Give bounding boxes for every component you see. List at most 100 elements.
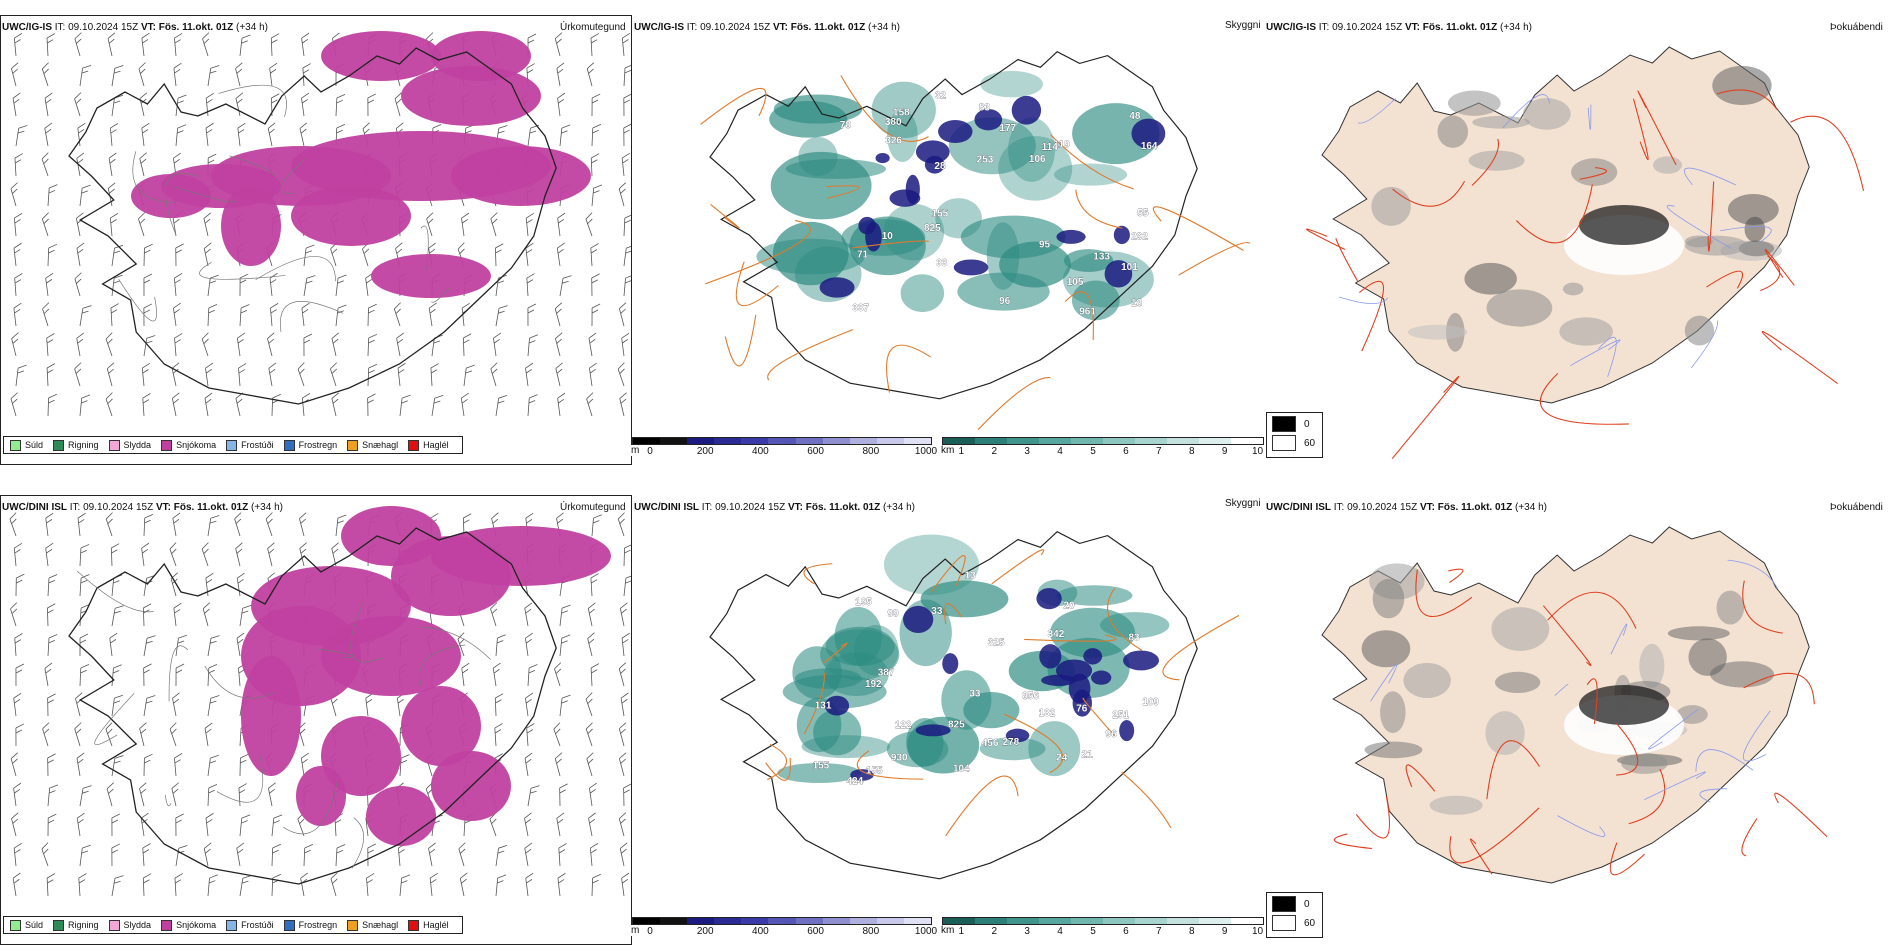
legend-item: Snjókoma [161, 919, 216, 931]
wind-barb [492, 662, 501, 687]
scale-tick: 10 [1251, 446, 1264, 457]
wind-barb [362, 242, 370, 267]
road-line [822, 642, 848, 664]
visibility-area [986, 222, 1020, 290]
wind-barb [462, 333, 472, 357]
wind-barb [111, 755, 124, 777]
fog-area [1494, 671, 1541, 694]
wind-barb [271, 393, 281, 417]
cloudbase-scale-top: m 0 200 400 600 800 1000 [631, 437, 937, 457]
wind-barb [235, 542, 243, 567]
fog-panel-bottom [1264, 495, 1900, 945]
road-line [164, 173, 201, 235]
snow-area [296, 766, 346, 826]
fog-area [1684, 315, 1715, 346]
fog-area [1464, 262, 1517, 295]
wind-barb [267, 332, 275, 357]
road-line [351, 817, 365, 869]
wind-barb [76, 242, 85, 267]
road-line [852, 240, 929, 249]
cloudbase-value-label: 253 [977, 154, 994, 165]
wind-barb [13, 213, 23, 237]
wind-barb [47, 753, 56, 777]
wind-barb [429, 872, 438, 897]
road-line [1743, 672, 1815, 705]
wind-barb [139, 722, 147, 747]
legend-swatch [161, 439, 173, 451]
scale-unit: km [941, 925, 955, 936]
river-line [1587, 104, 1592, 130]
wind-barb [559, 124, 571, 147]
visibility-area [1071, 280, 1120, 321]
road-line [1628, 768, 1666, 825]
wind-barb [207, 274, 219, 297]
road-line [945, 775, 1019, 837]
cloudbase-value-label: 133 [1093, 251, 1110, 262]
river-line [1554, 683, 1569, 696]
road-line [1742, 580, 1783, 634]
wind-barb [366, 873, 375, 897]
wind-barb [175, 243, 184, 267]
wind-barb [143, 243, 153, 267]
visibility-area [887, 109, 918, 163]
wind-barb [236, 632, 245, 657]
scale-tick: 5 [1090, 446, 1096, 457]
wind-barb [79, 394, 91, 417]
wind-barb [105, 332, 113, 357]
wind-barb [586, 752, 594, 777]
legend-item: Snjókoma [161, 439, 216, 451]
fog-area [1738, 240, 1775, 257]
fog-legend-swatch [1272, 435, 1296, 451]
legend-label: Slydda [123, 920, 152, 930]
cloudbase-area [819, 277, 855, 298]
wind-barb [109, 632, 118, 657]
river-line [1690, 320, 1718, 369]
wind-barb [617, 512, 625, 537]
wind-barb [527, 124, 540, 147]
wind-barb [367, 393, 376, 417]
road-line [1162, 614, 1240, 681]
road-line [199, 262, 286, 280]
legend-swatch [10, 919, 21, 931]
wind-barb [301, 393, 311, 417]
road-line [1632, 98, 1649, 161]
wind-barb [399, 874, 411, 897]
wind-barb [618, 302, 627, 327]
wind-barb [239, 304, 250, 327]
wind-barb [207, 664, 218, 687]
cloudbase-area [1113, 225, 1130, 245]
wind-barb [588, 332, 597, 357]
road-line [991, 549, 1045, 585]
road-line [216, 752, 264, 803]
wind-barb [270, 33, 280, 57]
wind-barb [42, 302, 50, 327]
wind-barb [367, 303, 377, 327]
wind-barb [301, 302, 310, 327]
fog-map [1306, 46, 1865, 459]
road-line [1449, 807, 1540, 864]
wind-barb [397, 843, 407, 867]
cloudbase-value-label: 105 [1067, 277, 1084, 288]
cloudbase-value-label: 337 [852, 303, 869, 314]
road-line [1542, 605, 1592, 667]
wind-barb [270, 303, 279, 327]
wind-barb [174, 873, 183, 897]
wind-barb [15, 364, 27, 387]
road-line [767, 329, 854, 381]
cloudbase-value-label: 33 [936, 258, 948, 269]
wind-barb [585, 692, 593, 717]
visibility-area [871, 81, 936, 139]
legend-swatch [347, 919, 359, 931]
wind-barb [79, 64, 92, 87]
wind-barb [74, 32, 82, 57]
wind-barb [106, 782, 114, 807]
wind-barb [13, 782, 22, 807]
cloudbase-value-label: 18 [1131, 298, 1143, 309]
road-line [803, 563, 833, 585]
wind-barb [207, 754, 219, 777]
cloudbase-value-label: 195 [855, 597, 872, 608]
wind-barb [14, 273, 23, 297]
wind-barb [621, 33, 631, 57]
legend-item: Frostúði [226, 919, 274, 931]
wind-barb [207, 65, 220, 87]
